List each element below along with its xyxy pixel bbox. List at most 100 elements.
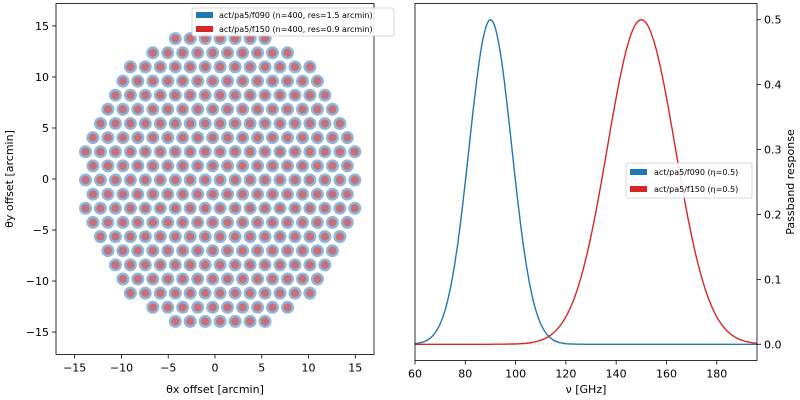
f150-beam <box>148 133 157 142</box>
f150-beam <box>201 147 210 156</box>
f150-beam <box>328 246 337 255</box>
f150-beam <box>216 232 225 241</box>
focal-plane-legend: act/pa5/f090 (n=400, res=1.5 arcmin) act… <box>191 7 395 37</box>
f150-beam <box>260 232 270 241</box>
f150-beam <box>111 260 120 269</box>
f150-beam <box>186 147 195 156</box>
passband-xlabel: ν [GHz] <box>566 383 607 396</box>
f150-beam <box>290 147 300 156</box>
f150-beam <box>290 260 300 269</box>
f150-beam <box>96 204 105 213</box>
f150-beam <box>283 246 292 255</box>
legend-label-f150: act/pa5/f150 (n=400, res=0.9 arcmin) <box>219 25 373 34</box>
f150-beam <box>156 204 165 213</box>
f150-beam <box>246 147 255 156</box>
y-tick-label: 0.4 <box>764 79 782 92</box>
f150-beam <box>148 48 157 57</box>
legend-swatch-f150 <box>196 26 213 32</box>
y-tick-label: −5 <box>33 224 49 237</box>
x-tick-label: −10 <box>110 362 133 375</box>
f150-beam <box>268 218 277 227</box>
f150-beam <box>313 133 322 142</box>
f150-beam <box>216 317 225 326</box>
f150-beam <box>283 133 292 142</box>
f150-beam <box>223 190 232 199</box>
f150-beam <box>231 62 240 71</box>
f150-beam <box>275 204 285 213</box>
f150-beam <box>193 303 202 312</box>
f150-beam <box>178 274 187 284</box>
f150-beam <box>148 161 157 170</box>
y-tick-label: −15 <box>26 326 49 339</box>
f150-beam <box>238 274 247 284</box>
f150-beam <box>275 119 285 128</box>
f150-beam <box>88 161 97 170</box>
f150-beam <box>223 274 232 284</box>
f150-beam <box>253 218 262 227</box>
f150-beam <box>343 133 352 142</box>
f150-beam <box>178 303 187 312</box>
f150-beam <box>133 218 142 227</box>
f150-beam <box>223 77 232 86</box>
f150-beam <box>81 204 90 213</box>
f150-beam <box>208 190 217 199</box>
f150-beam <box>216 91 225 100</box>
f150-beam <box>201 175 210 185</box>
f150-beam <box>178 246 187 255</box>
f150-beam <box>178 77 187 86</box>
f150-beam <box>186 91 195 100</box>
passband-lines <box>414 18 758 345</box>
x-tick-label: 60 <box>408 368 422 381</box>
f150-beam <box>268 246 277 255</box>
focal-plane-panel: −15 −10 −5 0 5 10 15 −15 −10 −5 0 5 10 15 θx offset … <box>3 3 395 396</box>
f150-beam <box>320 260 329 269</box>
f150-beam <box>343 190 352 199</box>
f150-beam <box>163 48 172 57</box>
f150-beam <box>178 48 187 57</box>
f150-beam <box>223 246 232 255</box>
f150-beam <box>96 147 105 156</box>
f150-beam <box>283 105 292 114</box>
f150-beam <box>313 161 322 170</box>
f150-beam <box>186 289 195 298</box>
f150-beam <box>111 232 120 241</box>
f150-beam <box>163 190 172 199</box>
f150-beam <box>238 161 247 170</box>
f150-beam <box>193 161 202 170</box>
x-tick-label: 80 <box>458 368 472 381</box>
f150-beam <box>268 190 277 199</box>
f150-beam <box>305 147 314 156</box>
f150-beam <box>126 232 135 241</box>
f150-beam <box>305 232 314 241</box>
f150-beam <box>208 274 217 284</box>
x-tick-label: 100 <box>505 368 526 381</box>
f150-beam <box>126 119 135 128</box>
f150-beam <box>298 161 307 170</box>
f150-beam <box>275 147 285 156</box>
f150-beam <box>223 218 232 227</box>
f150-beam <box>186 34 195 43</box>
f150-beam <box>283 190 292 199</box>
f150-beam <box>148 303 157 312</box>
x-tick-label: −15 <box>63 362 86 375</box>
f150-beam <box>275 260 285 269</box>
passband-legend-box <box>625 162 753 199</box>
focal-plane-legend-box <box>191 7 395 37</box>
f150-beam <box>328 161 337 170</box>
f150-beam <box>313 218 322 227</box>
f150-beam <box>320 232 329 241</box>
f150-beam <box>208 303 217 312</box>
f150-beam <box>156 119 165 128</box>
f150-beam <box>111 119 120 128</box>
legend-swatch-f090 <box>196 12 213 18</box>
f150-beam <box>126 204 135 213</box>
f150-beam <box>260 147 270 156</box>
f150-beam <box>156 62 165 71</box>
y-tick-label: 10 <box>35 71 49 84</box>
f150-beam <box>171 119 180 128</box>
f150-beam <box>313 77 322 86</box>
f150-beam <box>238 303 247 312</box>
focal-plane-xlabel: θx offset [arcmin] <box>166 383 264 396</box>
f150-beam <box>148 190 157 199</box>
f150-beam <box>298 77 307 86</box>
